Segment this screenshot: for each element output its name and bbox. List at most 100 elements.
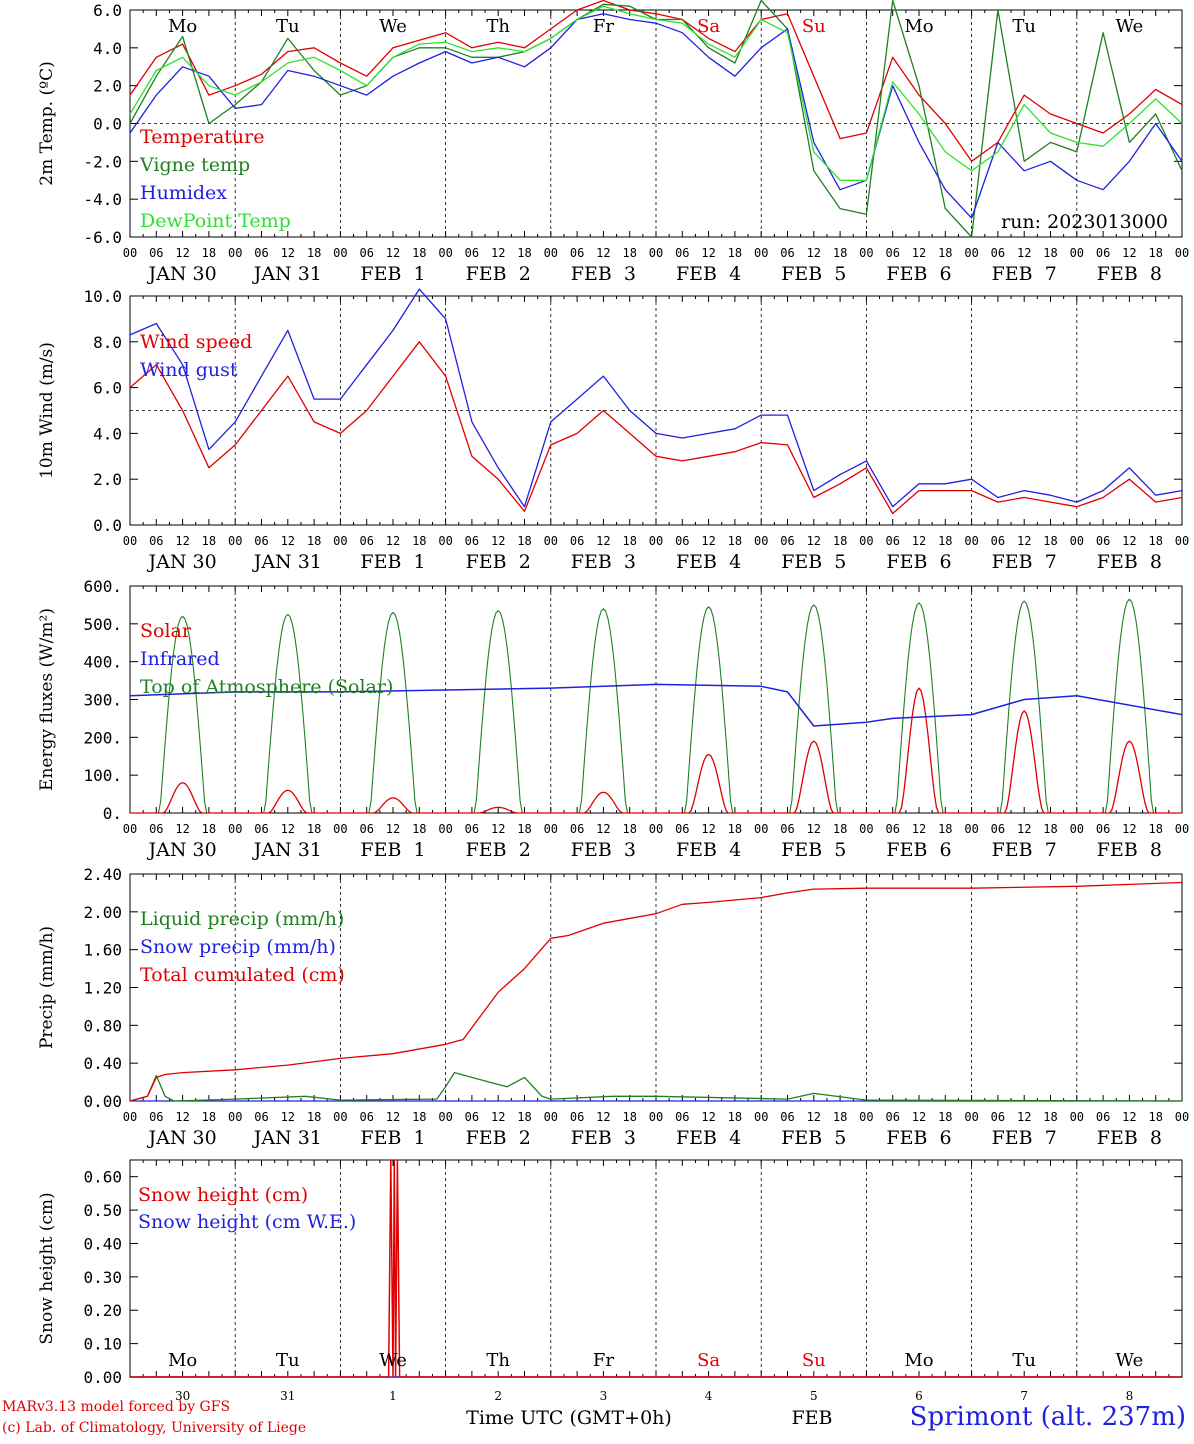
hour-tick-label: 06 (254, 246, 268, 260)
hour-tick-label: 06 (675, 534, 689, 548)
hour-tick-label: 00 (964, 246, 978, 260)
hour-tick-label: 12 (281, 1110, 295, 1124)
date-label: FEB 6 (886, 263, 951, 285)
y-tick-label: 6.0 (93, 379, 122, 398)
hour-tick-label: 00 (649, 534, 663, 548)
hour-tick-label: 12 (175, 534, 189, 548)
date-label: FEB 1 (360, 551, 425, 573)
weekday-label: Mo (168, 16, 197, 37)
hour-tick-label: 18 (622, 1110, 636, 1124)
hour-tick-label: 12 (386, 534, 400, 548)
weekday-label: Sa (697, 1350, 720, 1371)
hour-tick-label: 06 (465, 246, 479, 260)
hour-tick-label: 18 (938, 1110, 952, 1124)
hour-tick-label: 12 (1122, 534, 1136, 548)
hour-tick-label: 00 (333, 1110, 347, 1124)
hour-tick-label: 06 (991, 822, 1005, 836)
hour-tick-label: 18 (202, 1110, 216, 1124)
hour-tick-label: 12 (175, 1110, 189, 1124)
y-tick-label: 1.60 (83, 941, 122, 960)
date-label: FEB 2 (466, 839, 531, 861)
legend-entry: Liquid precip (mm/h) (140, 908, 344, 930)
hour-tick-label: 12 (386, 822, 400, 836)
hour-tick-label: 18 (1148, 246, 1162, 260)
hour-tick-label: 12 (281, 534, 295, 548)
date-label: FEB 3 (571, 839, 636, 861)
temp-weekdays: Mo Tu We Th Fr Sa Su Mo Tu We (168, 16, 1143, 37)
hour-tick-label: 18 (728, 246, 742, 260)
hour-tick-label: 18 (1148, 534, 1162, 548)
weekday-label: Mo (904, 1350, 933, 1371)
legend-entry: Infrared (140, 648, 220, 670)
y-axis-title: Energy fluxes (W/m²) (37, 608, 57, 791)
date-label: FEB 8 (1097, 551, 1162, 573)
y-tick-label: 0.0 (93, 516, 122, 535)
weekday-label: We (1116, 16, 1144, 37)
date-label: FEB 7 (992, 1127, 1057, 1149)
hour-tick-label: 00 (649, 246, 663, 260)
energy-y-axis: 0. 100. 200. 300. 400. 500. 600. Energy fluxes … (37, 577, 1182, 823)
temp-time-axis: 00 06 12 18 00 06 12 18 00 06 12 18 00 06 12 18 00 06 12 18… (123, 246, 1189, 285)
hour-tick-label: 00 (438, 246, 452, 260)
hour-tick-label: 18 (1043, 1110, 1057, 1124)
y-tick-label: 6.0 (93, 1, 122, 20)
footer-credits: MARv3.13 model forced by GFS (c) Lab. of… (2, 1397, 306, 1439)
y-tick-label: 0.00 (83, 1092, 122, 1111)
hour-tick-label: 00 (1070, 1110, 1084, 1124)
y-tick-label: 2.40 (83, 865, 122, 884)
weekday-label: Tu (276, 1350, 300, 1371)
hour-tick-label: 00 (1070, 822, 1084, 836)
hour-tick-label: 06 (780, 246, 794, 260)
hour-tick-label: 18 (728, 534, 742, 548)
y-tick-label: 1.20 (83, 979, 122, 998)
weekday-label: Sa (697, 16, 720, 37)
hour-tick-label: 12 (1017, 1110, 1031, 1124)
series-line-humidex (129, 13, 1183, 219)
hour-tick-label: 18 (412, 246, 426, 260)
hour-tick-label: 18 (307, 822, 321, 836)
hour-tick-label: 18 (1043, 246, 1057, 260)
y-tick-label: 600. (83, 577, 122, 596)
date-label: FEB 1 (360, 839, 425, 861)
hour-tick-label: 00 (1070, 246, 1084, 260)
hour-tick-label: 12 (807, 1110, 821, 1124)
hour-tick-label: 12 (701, 1110, 715, 1124)
hour-tick-label: 06 (780, 534, 794, 548)
hour-tick-label: 06 (1096, 246, 1110, 260)
hour-tick-label: 00 (544, 1110, 558, 1124)
hour-tick-label: 12 (807, 534, 821, 548)
hour-tick-label: 00 (1175, 1110, 1189, 1124)
hour-tick-label: 12 (491, 246, 505, 260)
day-number-label: 2 (494, 1389, 502, 1403)
month-label: FEB (791, 1407, 832, 1429)
hour-tick-label: 00 (1070, 534, 1084, 548)
hour-tick-label: 00 (754, 822, 768, 836)
hour-tick-label: 12 (596, 246, 610, 260)
y-tick-label: 0.0 (93, 115, 122, 134)
hour-tick-label: 00 (1175, 822, 1189, 836)
weekday-label: Tu (1012, 16, 1036, 37)
hour-tick-label: 06 (780, 822, 794, 836)
date-label: FEB 4 (676, 551, 741, 573)
date-label: FEB 7 (992, 839, 1057, 861)
hour-tick-label: 06 (675, 246, 689, 260)
hour-tick-label: 18 (622, 822, 636, 836)
hour-tick-label: 06 (359, 1110, 373, 1124)
y-tick-label: 2.00 (83, 903, 122, 922)
hour-tick-label: 06 (570, 1110, 584, 1124)
hour-tick-label: 06 (1096, 822, 1110, 836)
model-line: MARv3.13 model forced by GFS (2, 1399, 231, 1415)
hour-tick-label: 12 (596, 1110, 610, 1124)
hour-tick-label: 18 (622, 246, 636, 260)
wind-legend: Wind speed Wind gust (140, 331, 252, 381)
date-label: FEB 3 (571, 551, 636, 573)
date-label: JAN 31 (252, 263, 322, 285)
y-tick-label: 4.0 (93, 39, 122, 58)
y-tick-label: 400. (83, 653, 122, 672)
y-tick-label: 0.10 (83, 1335, 122, 1354)
hour-tick-label: 12 (491, 534, 505, 548)
series-line-dewpoint-temp (129, 5, 1183, 181)
hour-tick-label: 06 (1096, 534, 1110, 548)
date-label: FEB 6 (886, 839, 951, 861)
hour-tick-label: 00 (438, 1110, 452, 1124)
